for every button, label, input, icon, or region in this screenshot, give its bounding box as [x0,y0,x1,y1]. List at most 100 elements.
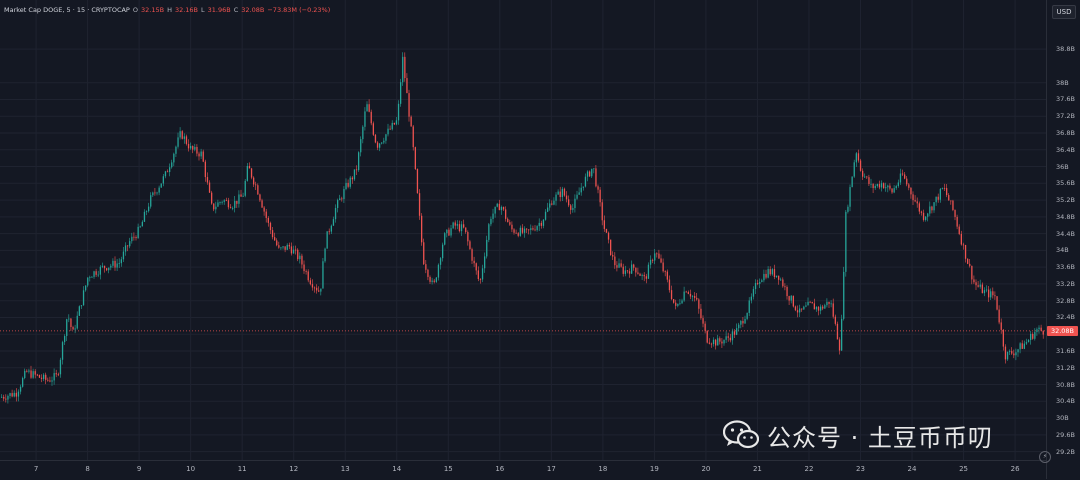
candle-body [622,266,624,274]
candle-body [937,196,939,200]
timezone-clock-icon[interactable]: ⚡ [1039,451,1051,463]
price-axis[interactable] [1046,0,1080,479]
candle-body [196,146,198,154]
candle-body [799,308,801,313]
candle-body [782,279,784,287]
candle-body [792,295,794,307]
candle-body [706,330,708,343]
candle-body [1,396,3,398]
candle-body [979,284,981,287]
candle-body [372,123,374,135]
candle-body [242,195,244,197]
candle-body [236,200,238,204]
candle-body [395,120,398,125]
candle-body [1023,343,1025,349]
currency-button[interactable]: USD [1052,5,1076,19]
candle-body [444,233,446,245]
candle-body [872,183,874,189]
candle-body [631,264,633,274]
candle-body [349,177,351,187]
candle-body [282,246,284,248]
candle-body [286,244,288,250]
candle-body [229,207,232,209]
candle-body [759,281,761,284]
candle-body [736,328,738,335]
candle-body [895,186,897,189]
candle-body [416,168,419,194]
candle-body [509,222,511,225]
candle-body [318,290,320,292]
candle-body [402,56,404,83]
candle-body [864,176,866,178]
candle-body [433,280,435,282]
candle-body [173,153,175,163]
candle-body [593,168,595,170]
candle-body [135,237,137,239]
candle-body [731,331,734,341]
candle-body [59,359,62,375]
candle-body [418,193,421,216]
candle-body [99,266,101,275]
candle-body [171,162,173,168]
candle-body [771,269,773,275]
candle-body [696,297,698,300]
candle-body [748,300,750,313]
candle-body [700,308,702,319]
candle-body [208,182,211,193]
candle-body [664,271,666,273]
candle-body [996,296,998,310]
candle-body [169,167,171,173]
candle-body [914,200,916,202]
candle-body [429,276,431,282]
candle-body [330,225,332,232]
candle-body [712,339,715,345]
candle-body [943,188,946,189]
candle-body [954,210,956,217]
candle-body [200,151,202,157]
price-tick-label: 30.8B [1056,380,1075,389]
candle-body [542,219,545,226]
candle-body [322,261,324,289]
candle-body [639,273,641,276]
candle-body [192,146,194,150]
candle-body [164,171,167,177]
candle-body [744,318,746,324]
legend-symbol[interactable]: Market Cap DOGE, 5 · 15 · CRYPTOCAP [4,6,130,14]
candle-body [141,221,143,227]
candle-body [261,200,263,208]
candle-body [106,268,108,271]
candle-body [435,277,437,282]
candle-body [990,291,992,298]
legend-change: −73.83M (−0.23%) [267,6,331,14]
candle-body [975,282,977,286]
candle-body [185,136,188,144]
candles [1,52,1044,404]
candle-body [958,226,960,234]
candle-body [421,215,423,243]
candle-body [969,263,971,266]
candle-body [11,393,13,397]
candle-body [292,249,295,254]
candle-body [133,236,135,238]
candle-body [467,232,469,242]
candle-body [97,274,99,276]
candle-body [1025,342,1028,344]
candle-body [28,370,30,372]
candle-body [496,203,498,207]
chart-legend: Market Cap DOGE, 5 · 15 · CRYPTOCAP O 32.… [4,6,330,14]
candle-body [114,260,116,268]
candle-body [162,176,164,184]
candle-body [647,264,650,279]
candle-body [635,267,637,273]
candle-body [586,171,589,177]
candle-body [89,277,91,278]
candle-body [452,222,454,229]
candle-body [691,296,694,297]
price-tick-label: 38.8B [1056,45,1075,54]
candle-body [124,245,127,252]
time-axis[interactable] [0,460,1046,480]
candle-body [458,224,461,232]
candle-body [427,269,429,277]
candle-body [257,185,259,195]
